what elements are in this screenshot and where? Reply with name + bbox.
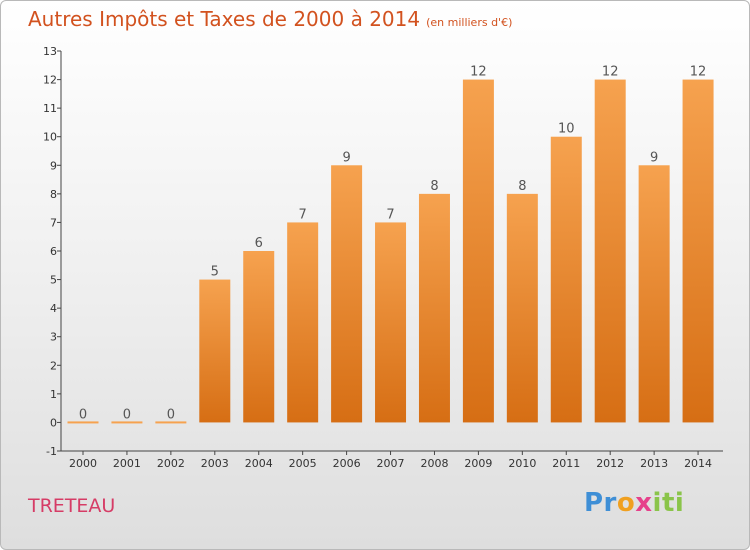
logo-part-2: o (616, 488, 636, 518)
x-tick-label: 2010 (508, 457, 536, 470)
y-tick-label: 0 (50, 416, 57, 429)
y-tick-label: 9 (50, 159, 57, 172)
x-tick-label: 2006 (333, 457, 361, 470)
x-tick-label: 2003 (201, 457, 229, 470)
bar (111, 421, 143, 424)
data-label: 10 (558, 122, 575, 137)
chart-subtitle: (en milliers d'€) (426, 16, 513, 29)
x-tick-labels: 2000 2001 2002 2003 2004 2005 2006 2007 2008 2009… (69, 451, 712, 470)
bars (67, 79, 714, 424)
y-tick-label: 13 (43, 45, 57, 58)
x-tick-label: 2004 (245, 457, 273, 470)
y-tick-label: 2 (50, 359, 57, 372)
y-tick-label: 11 (43, 102, 57, 115)
data-label: 0 (167, 407, 175, 422)
data-label: 12 (470, 65, 487, 80)
bar (682, 79, 714, 423)
data-label: 6 (255, 236, 263, 251)
data-label: 9 (650, 150, 658, 165)
x-tick-label: 2000 (69, 457, 97, 470)
chart-title: Autres Impôts et Taxes de 2000 à 2014 (28, 7, 421, 31)
y-tick-label: 6 (50, 245, 57, 258)
x-tick-label: 2002 (157, 457, 185, 470)
bar (287, 222, 319, 423)
title-row: Autres Impôts et Taxes de 2000 à 2014 (en… (28, 7, 512, 31)
x-tick-label: 2008 (420, 457, 448, 470)
x-tick-label: 2001 (113, 457, 141, 470)
bar (462, 79, 494, 423)
logo-part-4: iti (652, 488, 685, 518)
x-tick-label: 2013 (640, 457, 668, 470)
x-tick-label: 2005 (289, 457, 317, 470)
y-tick-label: 10 (43, 131, 57, 144)
bar (550, 136, 582, 423)
y-tick-label: 8 (50, 188, 57, 201)
data-label: 8 (430, 179, 438, 194)
bar (67, 421, 99, 424)
logo-part-1: Pr (584, 488, 617, 518)
bar (506, 193, 538, 423)
data-labels: 0 0 0 5 6 7 9 7 8 12 8 10 12 9 12 (79, 65, 706, 423)
data-label: 12 (690, 65, 707, 80)
x-tick-label: 2009 (464, 457, 492, 470)
bar (155, 421, 187, 424)
x-tick-label: 2012 (596, 457, 624, 470)
bar (199, 279, 231, 423)
proxiti-logo[interactable]: Proxiti (584, 488, 684, 518)
bar (594, 79, 626, 423)
y-tick-label: -1 (46, 445, 57, 458)
y-tick-label: 4 (50, 302, 57, 315)
data-label: 9 (342, 150, 350, 165)
commune-name: TRETEAU (28, 495, 116, 517)
data-label: 0 (123, 407, 131, 422)
data-label: 7 (299, 207, 307, 222)
bar (375, 222, 407, 423)
x-tick-label: 2014 (684, 457, 712, 470)
bar (331, 165, 363, 423)
data-label: 12 (602, 65, 619, 80)
y-tick-label: 7 (50, 216, 57, 229)
data-label: 5 (211, 265, 219, 280)
bar (638, 165, 670, 423)
data-label: 7 (386, 207, 394, 222)
y-tick-label: 5 (50, 274, 57, 287)
y-tick-label: 12 (43, 74, 57, 87)
bar (418, 193, 450, 423)
bar (243, 251, 275, 423)
data-label: 8 (518, 179, 526, 194)
x-tick-label: 2007 (377, 457, 405, 470)
y-tick-label: 1 (50, 388, 57, 401)
y-tick-label: 3 (50, 331, 57, 344)
logo-part-3: x (635, 488, 653, 518)
x-tick-label: 2011 (552, 457, 580, 470)
data-label: 0 (79, 407, 87, 422)
